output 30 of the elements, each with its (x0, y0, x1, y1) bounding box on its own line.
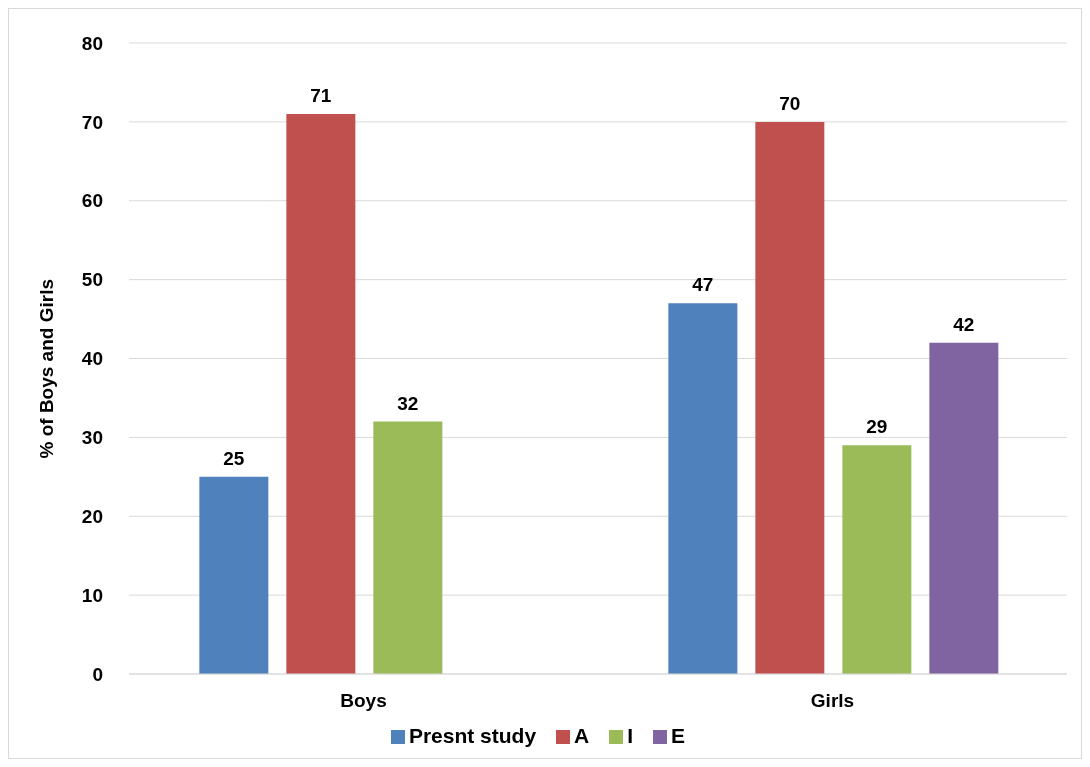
y-tick-label: 60 (81, 190, 103, 212)
y-tick-label: 20 (81, 505, 103, 527)
data-label: 70 (779, 92, 801, 114)
bar (373, 421, 443, 674)
bar (842, 445, 912, 674)
y-tick-label: 10 (81, 584, 103, 606)
data-label: 47 (692, 274, 714, 296)
data-label: 42 (953, 313, 975, 335)
data-label: 71 (310, 84, 332, 106)
data-label: 25 (223, 447, 245, 469)
y-tick-label: 30 (81, 427, 103, 449)
y-tick-label: 70 (81, 111, 103, 133)
y-axis-title: % of Boys and Girls (35, 279, 57, 459)
bar (929, 342, 999, 674)
bar (286, 113, 356, 674)
y-tick-label: 80 (81, 32, 103, 54)
legend-label: E (671, 724, 686, 747)
y-tick-label: 0 (92, 663, 103, 685)
legend-label: Presnt study (408, 724, 537, 747)
data-label: 32 (397, 392, 419, 414)
bar (668, 303, 738, 674)
y-tick-label: 50 (81, 269, 103, 291)
legend-label: A (574, 724, 590, 747)
legend-label: I (627, 724, 634, 747)
bar (755, 121, 825, 674)
y-tick-label: 40 (81, 348, 103, 370)
x-tick-label: Boys (340, 690, 387, 712)
bar (199, 476, 269, 674)
data-label: 29 (866, 416, 888, 438)
x-tick-label: Girls (810, 690, 855, 712)
